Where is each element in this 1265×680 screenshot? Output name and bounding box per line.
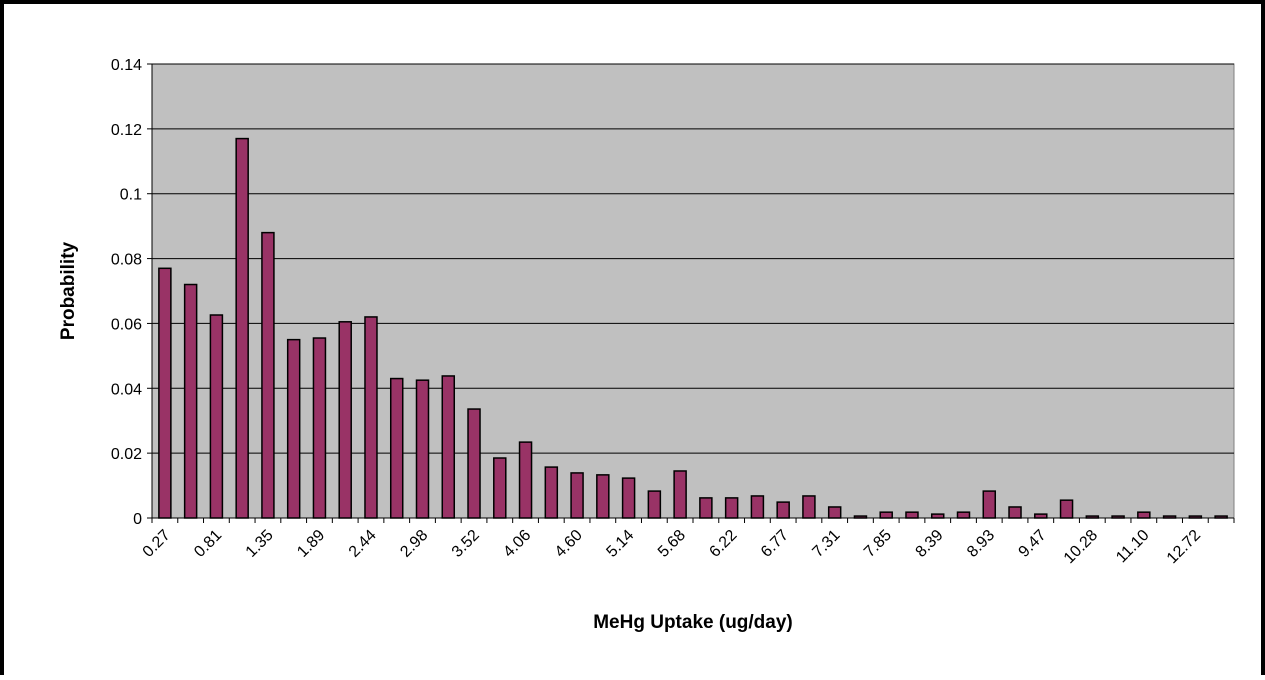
bar	[879, 511, 893, 519]
bar	[1034, 513, 1048, 519]
bar	[235, 137, 249, 519]
bar	[724, 497, 739, 519]
bar	[853, 515, 868, 519]
bar	[518, 441, 533, 519]
bar	[467, 408, 481, 519]
y-tick-label: 0.02	[111, 446, 142, 463]
bar	[209, 314, 224, 519]
bar	[1162, 515, 1177, 519]
bar	[647, 490, 662, 519]
y-tick-label: 0.12	[111, 122, 142, 139]
bar	[699, 497, 713, 519]
bar	[596, 474, 610, 519]
x-axis-label: MeHg Uptake (ug/day)	[593, 612, 793, 633]
bar	[338, 321, 352, 519]
bar	[183, 283, 198, 519]
bar	[1085, 515, 1100, 519]
y-axis-label: Probability	[58, 241, 79, 340]
bar	[493, 457, 507, 519]
bar	[1059, 499, 1074, 519]
plot-area	[151, 63, 1235, 519]
y-tick-label: 0.06	[111, 316, 142, 333]
bar	[621, 477, 636, 519]
y-tick-label: 0.14	[111, 57, 142, 74]
bar	[982, 490, 997, 519]
bar	[905, 511, 919, 519]
y-tick-label: 0.1	[120, 187, 142, 204]
bar	[750, 495, 765, 519]
bar	[1137, 511, 1151, 519]
bar	[570, 472, 584, 519]
bar	[776, 501, 790, 519]
bar	[389, 377, 404, 519]
bar	[1188, 515, 1203, 519]
bar	[415, 379, 430, 519]
bar	[1008, 506, 1022, 519]
bar	[441, 375, 456, 519]
bar	[827, 506, 842, 519]
bar	[1214, 515, 1228, 519]
bar	[673, 470, 687, 519]
bar	[802, 495, 816, 519]
bar	[286, 338, 301, 519]
bar	[544, 466, 559, 519]
bar	[312, 337, 327, 519]
bar	[956, 511, 971, 519]
bar	[930, 513, 945, 519]
bar	[261, 231, 275, 519]
bar	[1111, 515, 1125, 519]
y-tick-label: 0.08	[111, 252, 142, 269]
y-tick-label: 0	[133, 511, 142, 528]
y-tick-label: 0.04	[111, 381, 142, 398]
bar	[364, 316, 378, 519]
bar	[158, 267, 172, 519]
